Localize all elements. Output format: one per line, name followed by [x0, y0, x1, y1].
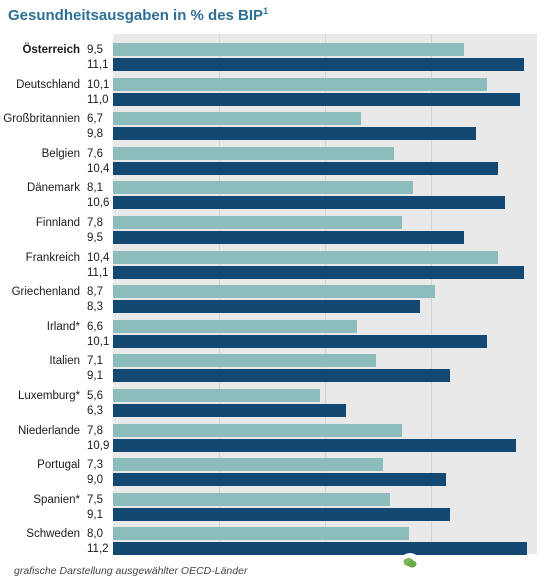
value-label: 11,2: [87, 543, 109, 556]
value-label: 9,1: [87, 370, 103, 383]
bar-series-2: [113, 334, 487, 348]
category-label: Niederlande: [17, 424, 80, 437]
bar-series-1: [113, 458, 384, 472]
bar-series-1: [113, 527, 409, 541]
category-label: Portugal: [37, 459, 80, 472]
value-label: 7,6: [87, 147, 103, 160]
bar-series-2: [113, 507, 450, 521]
bar-row: Italien 7,1 9,1: [0, 354, 548, 384]
bar-row: Frankreich 10,4 11,1: [0, 250, 548, 281]
category-label: Griechenland: [11, 286, 80, 299]
category-label: Luxemburg*: [17, 390, 80, 402]
category-label: Dänemark: [26, 182, 80, 195]
bar-series-1: [113, 492, 391, 506]
bar-series-1: [113, 77, 487, 91]
bar-row: Irland* 6,6 10,1: [0, 319, 548, 350]
bar-series-2: [113, 161, 498, 175]
bar-series-2: [113, 542, 528, 556]
category-label: Finnland: [35, 217, 80, 229]
bar-row: Niederlande 7,8 10,9: [0, 423, 548, 454]
value-label: 8,1: [87, 182, 103, 195]
value-label: 8,0: [87, 528, 103, 541]
category-label: Spanien*: [33, 493, 80, 506]
value-label: 11,0: [87, 93, 109, 106]
bar-series-2: [113, 300, 421, 314]
category-label: Frankreich: [25, 251, 80, 264]
bar-series-1: [113, 181, 413, 195]
bar-row: Österreich 9,5 11,1: [0, 43, 548, 73]
bar-series-1: [113, 250, 498, 264]
bar-series-1: [113, 112, 361, 126]
bar-series-2: [113, 404, 347, 417]
bar-series-1: [113, 389, 321, 402]
bar-row: Dänemark 8,1 10,6: [0, 181, 548, 211]
bar-row: Portugal 7,3 9,0: [0, 458, 548, 488]
value-label: 10,1: [87, 335, 110, 348]
bar-row: Griechenland 8,7 8,3: [0, 285, 548, 315]
value-label: 8,3: [87, 301, 103, 314]
bar-series-1: [113, 423, 402, 437]
value-label: 10,4: [87, 162, 110, 175]
bar-row: Großbritannien 6,7 9,8: [0, 112, 548, 142]
bar-row: Schweden 8,0 11,2: [0, 527, 548, 557]
value-label: 9,1: [87, 508, 103, 521]
value-label: 9,5: [87, 232, 103, 244]
watermark: 前海寰宇资讯中心: [400, 550, 522, 576]
bar-series-1: [113, 354, 376, 368]
watermark-text: 前海寰宇资讯中心: [426, 556, 523, 571]
bar-row: Finnland 7,8 9,5: [0, 216, 548, 246]
value-label: 8,7: [87, 286, 103, 299]
footer-note: grafische Darstellung ausgewählter OECD-…: [14, 565, 248, 577]
value-label: 11,1: [87, 266, 109, 279]
bar-series-1: [113, 319, 358, 333]
bar-row: Luxemburg* 5,6 6,3: [0, 389, 548, 419]
value-label: 9,8: [87, 128, 103, 141]
bar-series-1: [113, 146, 395, 160]
bar-series-2: [113, 196, 506, 210]
category-label: Großbritannien: [3, 113, 80, 126]
value-label: 6,6: [87, 320, 103, 333]
category-label: Schweden: [26, 528, 80, 541]
value-label: 5,6: [87, 390, 103, 402]
value-label: 10,9: [87, 439, 110, 452]
value-label: 7,3: [87, 459, 103, 472]
value-label: 9,5: [87, 44, 103, 56]
category-label: Italien: [49, 355, 80, 368]
bar-row: Deutschland 10,1 11,0: [0, 77, 548, 108]
value-label: 7,1: [87, 355, 103, 368]
wechat-icon: [400, 553, 420, 573]
value-label: 10,6: [87, 197, 110, 210]
bar-series-2: [113, 369, 450, 383]
value-label: 7,5: [87, 493, 103, 506]
bar-series-1: [113, 285, 435, 299]
value-label: 9,0: [87, 474, 103, 487]
value-label: 10,1: [87, 78, 110, 91]
category-label: Deutschland: [16, 78, 80, 91]
bar-series-2: [113, 438, 517, 452]
bar-series-2: [113, 231, 465, 244]
value-label: 10,4: [87, 251, 110, 264]
value-label: 6,3: [87, 405, 103, 417]
bar-series-1: [113, 43, 465, 56]
category-label: Belgien: [41, 147, 80, 160]
value-label: 7,8: [87, 217, 103, 229]
bar-series-2: [113, 473, 446, 487]
category-label: Irland*: [46, 320, 80, 333]
value-label: 11,1: [87, 59, 109, 71]
value-label: 6,7: [87, 113, 103, 126]
category-label: Österreich: [22, 44, 80, 56]
bar-series-1: [113, 216, 402, 229]
chart-area: Österreich 9,5 11,1 Deutschland 10,1 11,0 Groß…: [0, 34, 548, 557]
value-label: 7,8: [87, 424, 103, 437]
title-footnote: 1: [263, 6, 269, 16]
bar-row: Spanien* 7,5 9,1: [0, 492, 548, 523]
bar-series-2: [113, 92, 520, 106]
bar-series-2: [113, 265, 524, 279]
chart-title: Gesundheitsausgaben in % des BIP1: [8, 6, 269, 24]
bar-series-2: [113, 127, 476, 141]
bar-row: Belgien 7,6 10,4: [0, 146, 548, 177]
bar-series-2: [113, 58, 524, 71]
